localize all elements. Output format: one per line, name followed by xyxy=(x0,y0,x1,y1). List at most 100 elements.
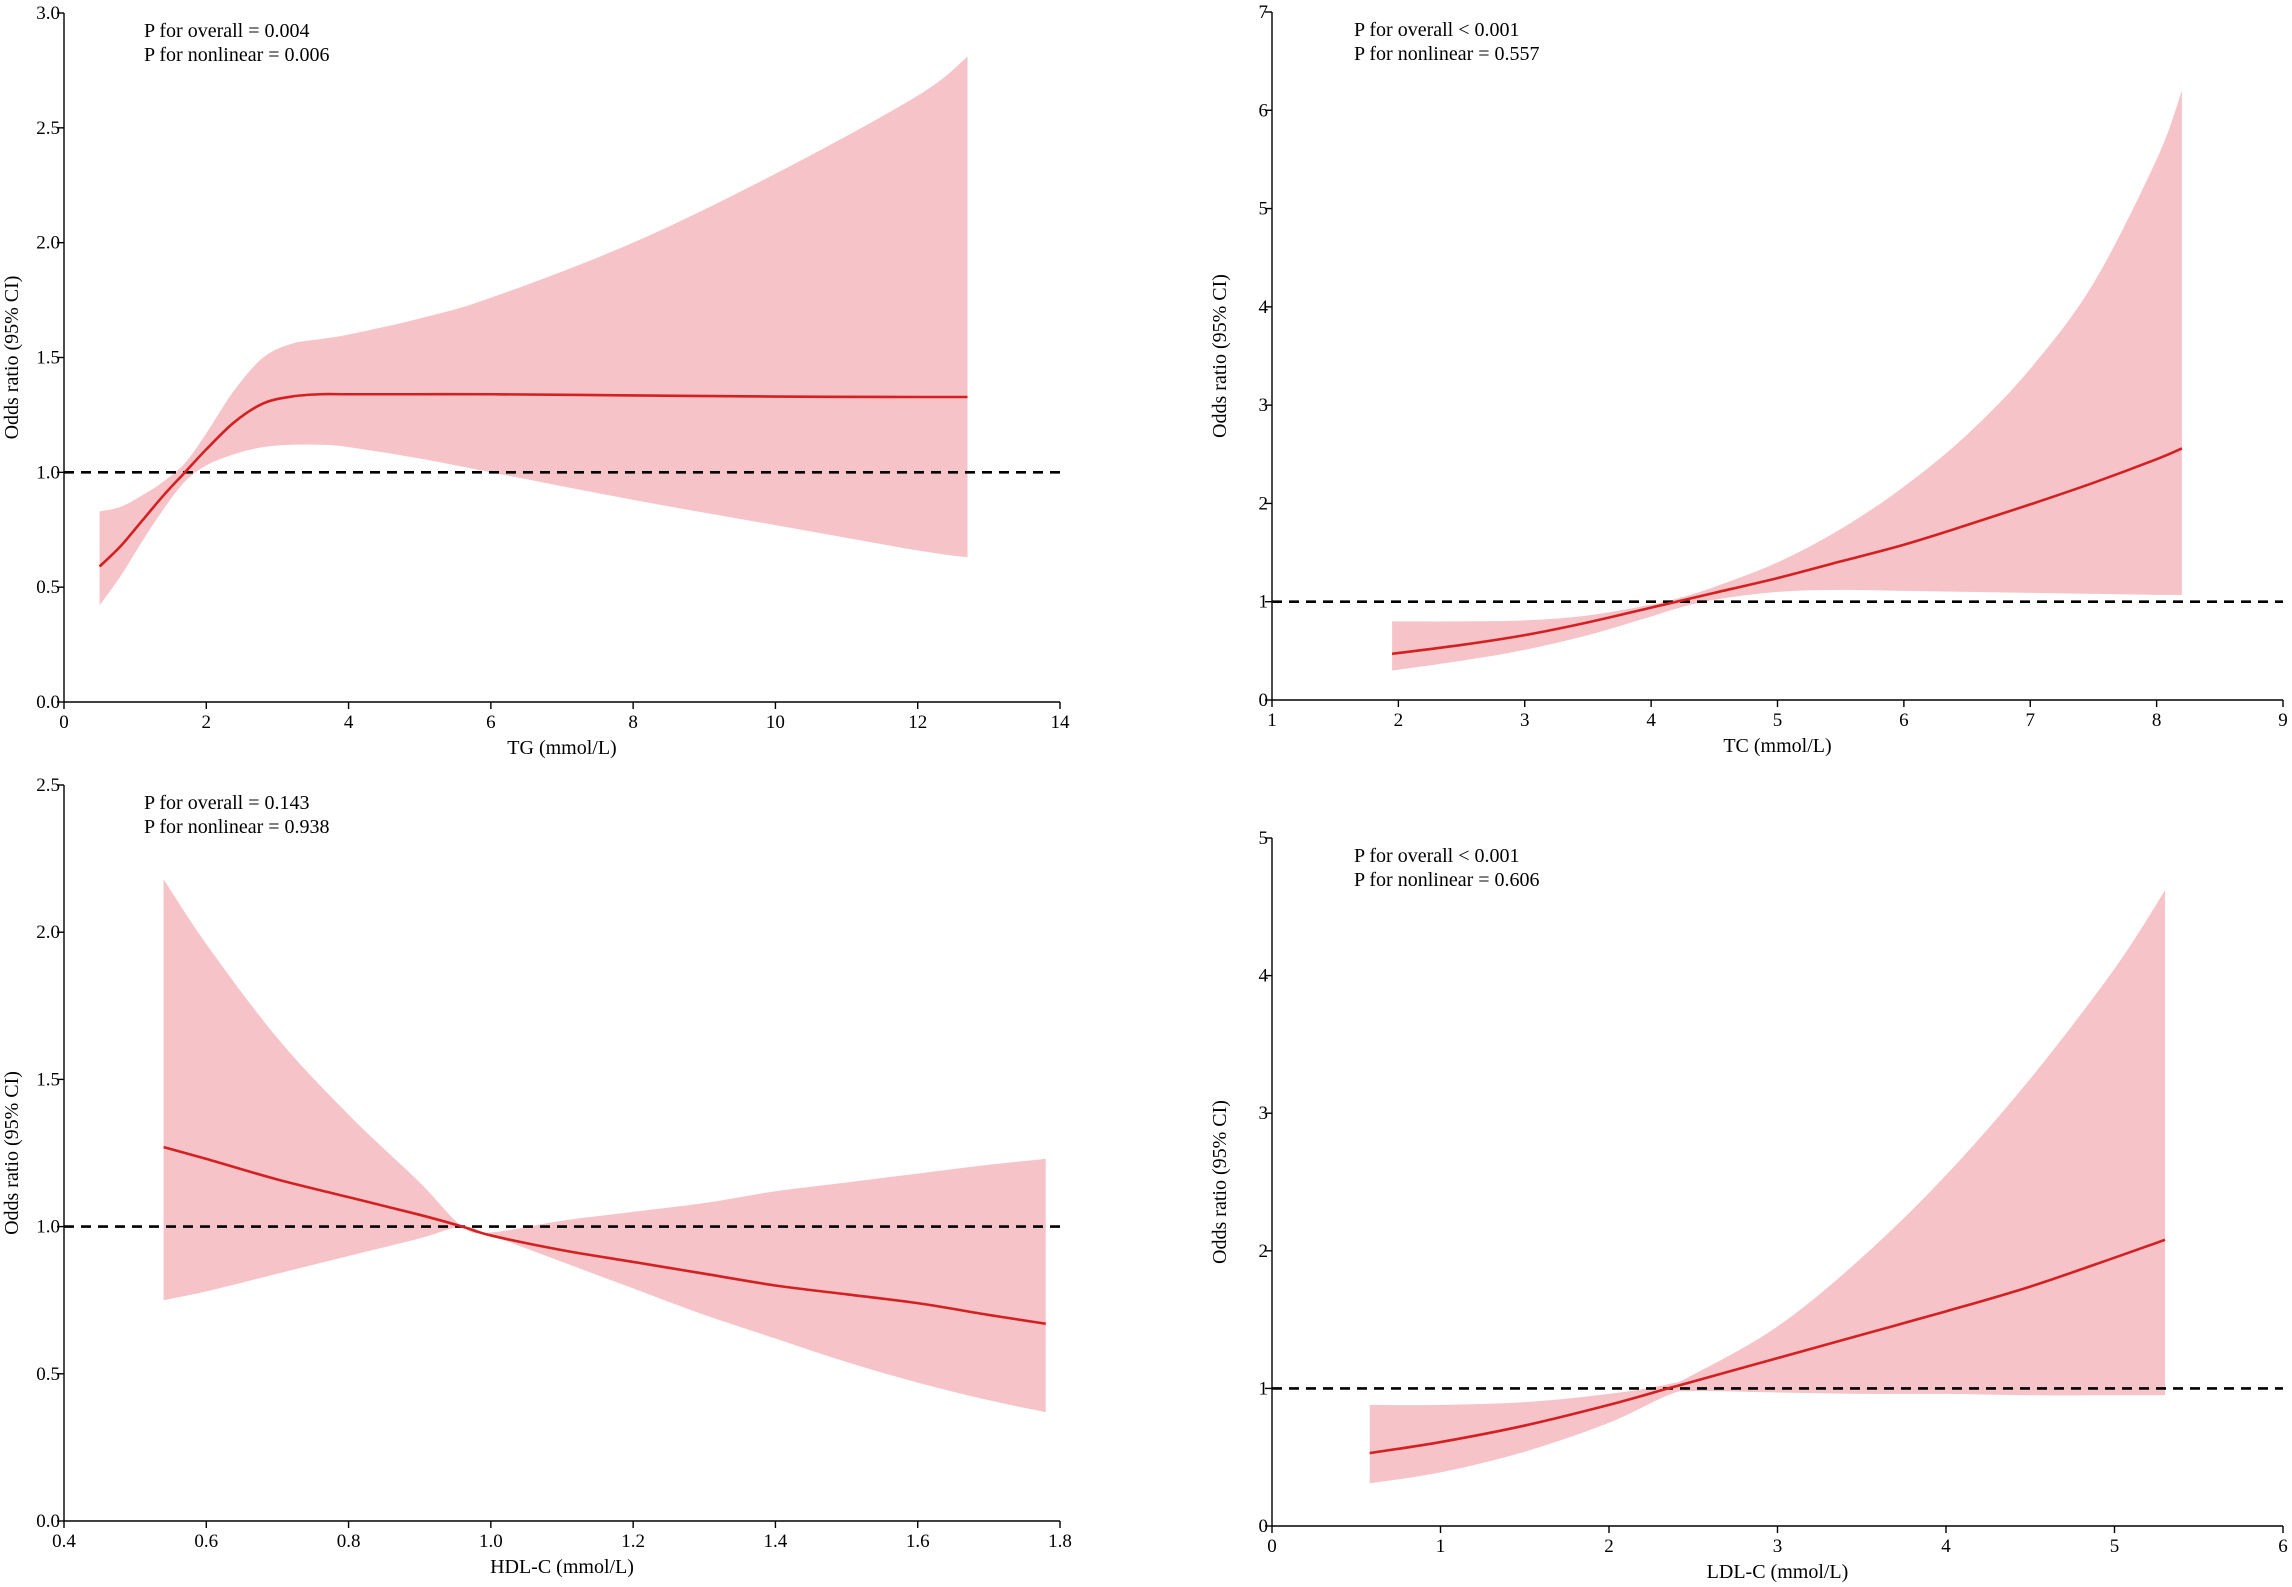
ldl-x-ticks: 0 1 2 3 4 5 6 xyxy=(1267,1526,2288,1557)
hdl-y-tick: 2.5 xyxy=(36,775,64,796)
tg-x-tick-label: 6 xyxy=(486,712,496,733)
hdl-x-tick-label: 1.4 xyxy=(764,1531,788,1552)
tc-x-tick-label: 1 xyxy=(1267,710,1277,731)
tg-y-ticks: 0.0 0.5 1.0 1.5 2.0 2.5 3.0 xyxy=(36,3,64,713)
tc-x-tick: 5 xyxy=(1773,700,1783,731)
tc-y-tick: 1 xyxy=(1259,592,1272,613)
tg-y-tick: 2.5 xyxy=(36,118,64,139)
ldl-ci-band xyxy=(1369,890,2166,1484)
ldl-y-axis-title: Odds ratio (95% CI) xyxy=(1209,1100,1231,1264)
hdl-x-tick-label: 1.8 xyxy=(1048,1531,1072,1552)
tg-x-tick-label: 2 xyxy=(202,712,212,733)
ldl-x-tick-label: 1 xyxy=(1436,1536,1446,1557)
tg-y-tick-label: 2.0 xyxy=(36,233,60,254)
ldl-x-tick: 1 xyxy=(1436,1526,1446,1557)
hdl-y-axis-title: Odds ratio (95% CI) xyxy=(1,1071,23,1235)
tg-x-tick-label: 4 xyxy=(344,712,354,733)
tg-x-tick: 2 xyxy=(202,702,212,733)
hdl-y-tick: 0.5 xyxy=(36,1364,64,1385)
ldl-x-tick-label: 2 xyxy=(1604,1536,1614,1557)
ldl-y-tick: 1 xyxy=(1259,1378,1272,1399)
ldl-or-curve xyxy=(1369,1238,2166,1455)
ldl-y-tick-label: 0 xyxy=(1259,1516,1269,1537)
ldl-y-tick-label: 1 xyxy=(1259,1378,1269,1399)
tg-ci-band xyxy=(99,56,968,606)
tc-x-tick-label: 7 xyxy=(2026,710,2036,731)
tg-y-tick: 3.0 xyxy=(36,3,64,24)
hdl-y-tick: 2.0 xyxy=(36,922,64,943)
tc-x-tick: 4 xyxy=(1646,700,1656,731)
tg-p-overall: P for overall = 0.004 xyxy=(144,20,310,42)
tg-x-tick: 10 xyxy=(766,702,785,733)
tc-y-tick: 3 xyxy=(1259,395,1272,416)
ldl-y-tick-label: 2 xyxy=(1259,1241,1269,1262)
hdl-y-tick-label: 0.5 xyxy=(36,1364,60,1385)
tg-y-tick: 2.0 xyxy=(36,233,64,254)
hdl-y-tick: 1.5 xyxy=(36,1069,64,1090)
tc-x-tick-label: 2 xyxy=(1394,710,1404,731)
tg-y-tick: 1.0 xyxy=(36,462,64,483)
tc-p-overall: P for overall < 0.001 xyxy=(1354,19,1520,41)
tc-ci-band xyxy=(1392,90,2182,671)
tc-x-tick: 7 xyxy=(2026,700,2036,731)
tc-y-tick-label: 0 xyxy=(1259,690,1269,711)
hdl-x-tick: 0.6 xyxy=(194,1521,218,1552)
ldl-x-tick: 3 xyxy=(1773,1526,1782,1557)
tc-x-tick: 1 xyxy=(1267,700,1277,731)
hdl-y-tick-label: 1.5 xyxy=(36,1069,60,1090)
tc-y-tick-label: 7 xyxy=(1259,2,1269,23)
tg-y-axis-title: Odds ratio (95% CI) xyxy=(1,276,23,440)
tc-x-tick: 8 xyxy=(2152,700,2162,731)
hdl-x-tick-label: 1.6 xyxy=(906,1531,930,1552)
ldl-x-tick: 0 xyxy=(1267,1526,1277,1557)
tg-y-tick: 0.5 xyxy=(36,577,64,598)
ldl-x-tick-label: 6 xyxy=(2278,1536,2288,1557)
tg-x-tick-label: 12 xyxy=(908,712,927,733)
tg-y-tick: 1.5 xyxy=(36,348,64,369)
tc-y-tick-label: 4 xyxy=(1259,297,1269,318)
ldl-x-tick-label: 5 xyxy=(2110,1536,2120,1557)
tc-panel: 1 2 3 4 5 6 7 8 9 0 1 2 3 4 5 6 7 TC (mm… xyxy=(1209,2,2288,757)
tc-p-nonlinear: P for nonlinear = 0.557 xyxy=(1354,43,1540,65)
ldl-y-tick: 2 xyxy=(1259,1241,1272,1262)
ldl-x-tick-label: 0 xyxy=(1267,1536,1277,1557)
tg-x-ticks: 0 2 4 6 8 10 12 14 xyxy=(59,702,1070,733)
hdl-x-tick: 0.8 xyxy=(337,1521,361,1552)
hdl-x-tick: 1.6 xyxy=(906,1521,930,1552)
hdl-x-tick-label: 0.8 xyxy=(337,1531,361,1552)
ldl-y-tick: 4 xyxy=(1259,966,1272,987)
tc-y-tick-label: 3 xyxy=(1259,395,1269,416)
hdl-panel: 0.4 0.6 0.8 1.0 1.2 1.4 1.6 1.8 0.0 0.5 … xyxy=(1,775,1072,1578)
tc-y-tick: 2 xyxy=(1259,493,1272,514)
hdl-y-tick: 0.0 xyxy=(36,1511,64,1532)
ldl-y-tick-label: 5 xyxy=(1259,828,1269,849)
hdl-x-axis-title: HDL-C (mmol/L) xyxy=(490,1556,634,1578)
tc-y-tick: 4 xyxy=(1259,297,1272,318)
ldl-p-overall: P for overall < 0.001 xyxy=(1354,845,1520,867)
tg-y-tick: 0.0 xyxy=(36,692,64,713)
tc-y-axis-title: Odds ratio (95% CI) xyxy=(1209,274,1231,438)
ldl-x-tick: 4 xyxy=(1941,1526,1951,1557)
tc-x-tick-label: 8 xyxy=(2152,710,2162,731)
tg-x-tick: 6 xyxy=(486,702,496,733)
tc-y-tick-label: 2 xyxy=(1259,493,1269,514)
tg-y-tick-label: 2.5 xyxy=(36,118,60,139)
tc-x-tick-label: 5 xyxy=(1773,710,1783,731)
ldl-y-tick: 3 xyxy=(1259,1103,1272,1124)
tg-x-tick-label: 10 xyxy=(766,712,785,733)
tg-x-tick-label: 8 xyxy=(628,712,638,733)
tg-panel: 0 2 4 6 8 10 12 14 0.0 0.5 1.0 1.5 2.0 2… xyxy=(1,3,1070,759)
tc-y-tick-label: 5 xyxy=(1259,199,1269,220)
hdl-x-tick: 1.4 xyxy=(764,1521,788,1552)
hdl-x-tick: 1.2 xyxy=(621,1521,645,1552)
ldl-x-tick-label: 4 xyxy=(1941,1536,1951,1557)
ldl-y-ticks: 0 1 2 3 4 5 xyxy=(1259,828,1272,1537)
ldl-x-tick: 2 xyxy=(1604,1526,1614,1557)
tc-x-tick: 9 xyxy=(2278,700,2288,731)
hdl-x-tick-label: 0.4 xyxy=(52,1531,76,1552)
hdl-y-tick: 1.0 xyxy=(36,1217,64,1238)
ldl-y-tick: 0 xyxy=(1259,1516,1272,1537)
tg-x-tick: 0 xyxy=(59,702,69,733)
tc-x-tick-label: 3 xyxy=(1520,710,1530,731)
tg-p-nonlinear: P for nonlinear = 0.006 xyxy=(144,44,330,66)
